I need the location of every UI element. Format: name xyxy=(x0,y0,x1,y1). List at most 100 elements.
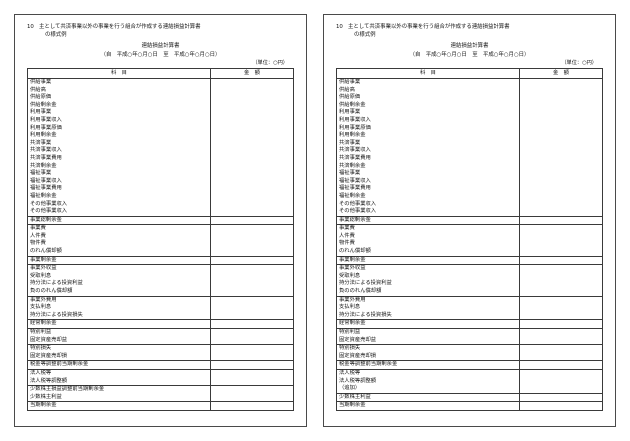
row-amount-cell[interactable] xyxy=(210,280,294,289)
row-amount-cell[interactable] xyxy=(210,200,294,209)
row-amount-cell[interactable] xyxy=(210,132,294,140)
row-amount-cell[interactable] xyxy=(210,336,294,345)
row-amount-cell[interactable] xyxy=(519,401,603,411)
row-amount-cell[interactable] xyxy=(519,295,603,305)
row-amount-cell[interactable] xyxy=(519,124,603,133)
row-amount-cell[interactable] xyxy=(519,139,603,148)
row-amount-cell[interactable] xyxy=(519,185,603,193)
row-amount-cell[interactable] xyxy=(519,311,603,320)
row-item-label: 特別利益 xyxy=(27,327,211,337)
row-amount-cell[interactable] xyxy=(519,86,603,95)
row-amount-cell[interactable] xyxy=(519,304,603,312)
row-amount-cell[interactable] xyxy=(519,392,603,402)
row-amount-cell[interactable] xyxy=(210,288,294,297)
row-item-label: 持分法による投資利益 xyxy=(336,280,520,289)
row-amount-cell[interactable] xyxy=(519,215,603,225)
row-amount-cell[interactable] xyxy=(519,109,603,117)
table-body-left: 供給事業 供給高 供給原価 供給剰余金 利用事業 利用事業収入 利用事業原価 利… xyxy=(27,78,294,411)
row-amount-cell[interactable] xyxy=(519,368,603,378)
row-amount-cell[interactable] xyxy=(210,177,294,186)
row-amount-cell[interactable] xyxy=(210,255,294,265)
row-amount-cell[interactable] xyxy=(519,288,603,297)
row-amount-cell[interactable] xyxy=(210,124,294,133)
row-amount-cell[interactable] xyxy=(210,295,294,305)
row-item-label: その他事業収入 xyxy=(27,200,211,209)
row-amount-cell[interactable] xyxy=(519,208,603,217)
row-amount-cell[interactable] xyxy=(210,101,294,110)
row-amount-cell[interactable] xyxy=(210,78,294,87)
table-row: その他事業収入 xyxy=(336,208,603,217)
row-amount-cell[interactable] xyxy=(210,94,294,102)
row-amount-cell[interactable] xyxy=(210,352,294,361)
row-amount-cell[interactable] xyxy=(210,368,294,378)
row-amount-cell[interactable] xyxy=(210,304,294,312)
row-amount-cell[interactable] xyxy=(210,272,294,281)
row-amount-cell[interactable] xyxy=(519,101,603,110)
row-amount-cell[interactable] xyxy=(519,232,603,241)
row-amount-cell[interactable] xyxy=(519,200,603,209)
row-amount-cell[interactable] xyxy=(519,162,603,171)
row-amount-cell[interactable] xyxy=(519,240,603,249)
row-amount-cell[interactable] xyxy=(519,132,603,140)
row-amount-cell[interactable] xyxy=(210,109,294,117)
row-amount-cell[interactable] xyxy=(210,385,294,394)
row-amount-cell[interactable] xyxy=(210,185,294,193)
row-amount-cell[interactable] xyxy=(210,377,294,386)
row-amount-cell[interactable] xyxy=(210,311,294,320)
row-amount-cell[interactable] xyxy=(519,327,603,337)
row-amount-cell[interactable] xyxy=(210,401,294,411)
row-item-label: 供給原価 xyxy=(27,94,211,102)
row-amount-cell[interactable] xyxy=(210,264,294,273)
row-item-label: 事業外費用 xyxy=(27,295,211,305)
row-amount-cell[interactable] xyxy=(210,139,294,148)
row-amount-cell[interactable] xyxy=(519,78,603,87)
row-amount-cell[interactable] xyxy=(210,116,294,125)
row-amount-cell[interactable] xyxy=(519,177,603,186)
row-amount-cell[interactable] xyxy=(519,360,603,370)
row-amount-cell[interactable] xyxy=(519,170,603,178)
row-amount-cell[interactable] xyxy=(519,352,603,361)
row-amount-cell[interactable] xyxy=(210,208,294,217)
row-amount-cell[interactable] xyxy=(519,280,603,289)
row-amount-cell[interactable] xyxy=(519,272,603,281)
row-amount-cell[interactable] xyxy=(210,327,294,337)
row-amount-cell[interactable] xyxy=(519,248,603,257)
row-amount-cell[interactable] xyxy=(210,215,294,225)
row-item-label: 持分法による投資損失 xyxy=(336,311,520,320)
table-row: 福祉事業 xyxy=(27,170,294,178)
row-amount-cell[interactable] xyxy=(519,192,603,201)
row-amount-cell[interactable] xyxy=(210,344,294,353)
row-amount-cell[interactable] xyxy=(210,360,294,370)
row-item-label: 共済剰余金 xyxy=(336,162,520,171)
row-amount-cell[interactable] xyxy=(210,319,294,329)
row-amount-cell[interactable] xyxy=(210,162,294,171)
row-amount-cell[interactable] xyxy=(210,86,294,95)
row-item-label: 人件費 xyxy=(336,232,520,241)
row-amount-cell[interactable] xyxy=(519,336,603,345)
row-amount-cell[interactable] xyxy=(210,147,294,155)
row-amount-cell[interactable] xyxy=(519,377,603,386)
row-item-label: 支払利息 xyxy=(27,304,211,312)
row-amount-cell[interactable] xyxy=(210,224,294,233)
row-amount-cell[interactable] xyxy=(519,147,603,155)
row-amount-cell[interactable] xyxy=(210,232,294,241)
table-row: その他事業収入 xyxy=(336,200,603,209)
row-amount-cell[interactable] xyxy=(210,240,294,249)
row-amount-cell[interactable] xyxy=(519,116,603,125)
row-amount-cell[interactable] xyxy=(519,154,603,163)
row-amount-cell[interactable] xyxy=(210,154,294,163)
row-amount-cell[interactable] xyxy=(519,264,603,273)
row-amount-cell[interactable] xyxy=(210,192,294,201)
row-item-label: 経常剰余金 xyxy=(27,319,211,329)
row-amount-cell[interactable] xyxy=(519,385,603,394)
row-amount-cell[interactable] xyxy=(519,94,603,102)
row-amount-cell[interactable] xyxy=(519,255,603,265)
column-header-amount-left: 金 額 xyxy=(210,68,294,79)
row-amount-cell[interactable] xyxy=(519,344,603,353)
row-amount-cell[interactable] xyxy=(519,224,603,233)
row-amount-cell[interactable] xyxy=(519,319,603,329)
row-amount-cell[interactable] xyxy=(210,170,294,178)
row-amount-cell[interactable] xyxy=(210,248,294,257)
row-item-label: 供給原価 xyxy=(336,94,520,102)
row-amount-cell[interactable] xyxy=(210,393,294,402)
